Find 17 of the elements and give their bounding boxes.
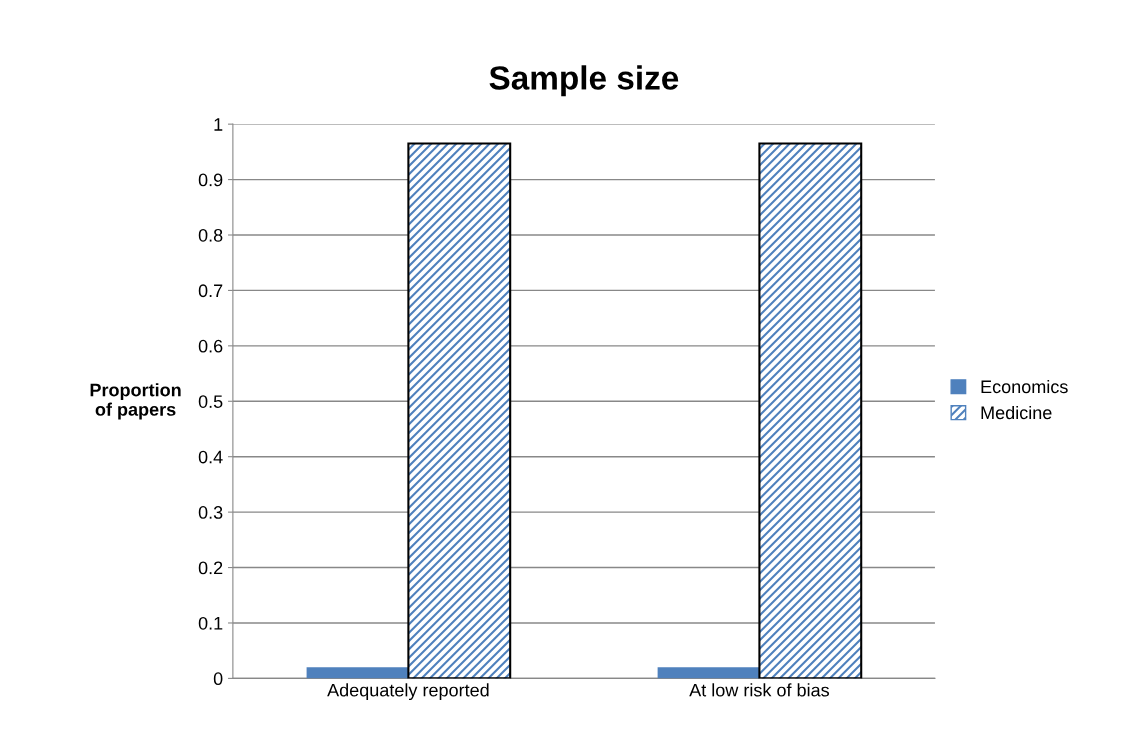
y-tick-label: 0.8 bbox=[198, 228, 223, 242]
y-tick-label: 0.9 bbox=[198, 173, 223, 187]
y-tick-label: 1 bbox=[214, 118, 223, 131]
y-tick-label: 0.1 bbox=[198, 616, 223, 630]
y-tick-label: 0.6 bbox=[198, 339, 223, 353]
legend-label: Medicine bbox=[981, 405, 1052, 420]
y-tick-label: 0.3 bbox=[198, 506, 223, 519]
y-tick-label: 0 bbox=[213, 672, 223, 686]
legend-label: Economics bbox=[981, 379, 1068, 394]
y-tick-label: 0.4 bbox=[198, 450, 223, 464]
y-tick-label: 0.5 bbox=[198, 395, 223, 408]
x-tick-label: Adequately reported bbox=[327, 683, 489, 701]
chart-title: Sample size bbox=[489, 65, 679, 97]
y-tick-label: 0.7 bbox=[198, 284, 223, 298]
x-tick-label: At low risk of bias bbox=[689, 683, 830, 697]
y-axis-title: Proportion of papers bbox=[90, 383, 181, 420]
y-tick-label: 0.2 bbox=[198, 561, 223, 575]
